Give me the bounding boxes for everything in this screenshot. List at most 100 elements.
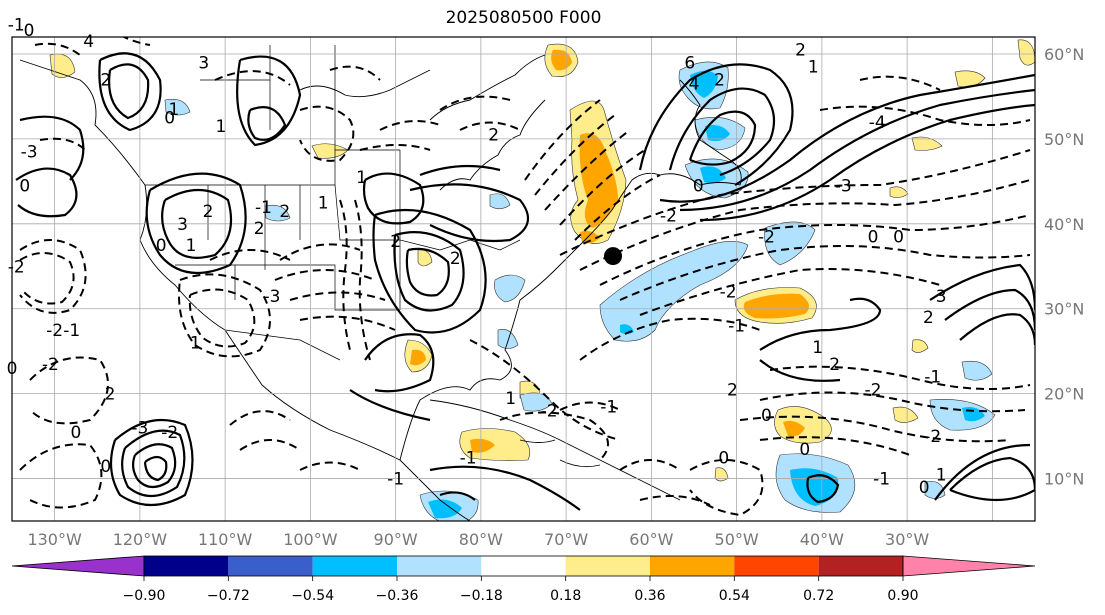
colorbar-tick-label: −0.36 <box>376 588 419 604</box>
colorbar-tick-label: 0.72 <box>803 588 834 604</box>
contour-line-solid <box>419 164 501 177</box>
contour-line-dashed <box>274 269 376 281</box>
contour-line-dashed <box>354 199 371 361</box>
contour-line-dashed <box>639 495 711 506</box>
contour-line-solid <box>638 63 794 186</box>
contour-label: -3 <box>835 177 852 197</box>
colorbar-tick-label: −0.72 <box>207 588 250 604</box>
latitude-labels: 60°N 50°N 40°N 30°N 20°N 10°N <box>1044 45 1084 489</box>
contour-label: 1 <box>186 236 197 256</box>
contour-line-dashed <box>439 95 511 111</box>
lon-label: 80°W <box>459 530 503 549</box>
lat-label: 50°N <box>1044 130 1084 149</box>
contour-line-dashed <box>299 461 361 471</box>
colorbar-tick-label: 0.18 <box>550 588 581 604</box>
contour-line-dashed <box>619 245 1031 301</box>
contour-line-dashed <box>544 129 631 211</box>
contour-label: -2 <box>924 427 941 447</box>
contour-line-solid <box>109 418 194 506</box>
contour-line-dashed <box>299 315 396 331</box>
contour-label: -2 <box>865 380 882 400</box>
contour-label: -1 <box>387 470 404 490</box>
contour-label: 1 <box>356 168 367 188</box>
contour-line-dashed <box>379 120 441 131</box>
lat-label: 60°N <box>1044 45 1084 64</box>
contour-line-solid <box>236 55 302 147</box>
contour-label: -2 <box>42 355 59 375</box>
colorbar-segment <box>397 556 482 576</box>
contour-line-dashed <box>579 179 1031 271</box>
contour-layer <box>15 37 1035 517</box>
contour-label: 4 <box>689 75 700 95</box>
contour-line-solid <box>439 491 476 501</box>
contour-label: 2 <box>795 41 806 61</box>
contour-line-solid <box>405 247 450 297</box>
contour-line-solid <box>934 443 1031 501</box>
contour-line-dashed <box>19 443 103 509</box>
contour-line-solid <box>161 189 233 259</box>
contour-label: 0 <box>156 236 167 256</box>
contour-label: 0 <box>893 228 904 248</box>
contour-label: -2 <box>660 206 677 226</box>
colorbar-segment <box>818 556 903 576</box>
contour-line-dashed <box>209 249 291 261</box>
contour-line-dashed <box>214 70 291 86</box>
lon-label: 60°W <box>629 530 673 549</box>
shading-layer <box>49 39 1035 521</box>
contour-label: -2 <box>541 402 558 422</box>
contour-label: 0 <box>868 228 879 248</box>
contour-line-solid <box>429 465 581 511</box>
lon-label: 50°W <box>715 530 759 549</box>
contour-line-dashed <box>819 105 1031 126</box>
location-marker <box>604 247 623 266</box>
contour-label: -1 <box>873 470 890 490</box>
contour-line-dashed <box>279 243 361 261</box>
lat-label: 10°N <box>1044 470 1084 489</box>
colorbar-max-arrow <box>902 555 1036 577</box>
contour-label: 2 <box>727 380 738 400</box>
contour-line-solid <box>759 359 841 382</box>
contour-line-solid <box>699 103 1035 222</box>
contour-label: 1 <box>808 58 819 78</box>
contour-line-dashed <box>339 199 351 351</box>
contour-label: 0 <box>71 423 82 443</box>
colorbar-segment <box>228 556 313 576</box>
contour-line-solid <box>145 172 247 275</box>
contour-line-dashed <box>329 65 381 81</box>
colorbar-tick-label: 0.36 <box>634 588 665 604</box>
colorbar-tick-label: 0.90 <box>887 588 918 604</box>
lon-label: 130°W <box>27 530 82 549</box>
contour-label: 1 <box>505 389 516 409</box>
contour-line-solid <box>929 263 1035 311</box>
contour-line-dashed <box>499 411 609 461</box>
position-dot <box>604 247 623 266</box>
contour-label: 1 <box>812 338 823 358</box>
contour-label: 0 <box>761 406 772 426</box>
contour-label: 3 <box>936 287 947 307</box>
contour-line-dashed <box>759 391 1026 413</box>
lon-label: 110°W <box>198 530 253 549</box>
contour-line-dashed <box>574 174 661 241</box>
contour-line-dashed <box>178 273 271 358</box>
borders <box>145 45 521 361</box>
contour-line-dashed <box>19 252 75 305</box>
lat-label: 30°N <box>1044 300 1084 319</box>
contour-line-solid <box>364 333 435 393</box>
contour-label: -1 <box>8 15 25 35</box>
contour-line-solid <box>679 88 1035 212</box>
contour-line-dashed <box>559 401 621 411</box>
contour-line-dashed <box>534 114 616 196</box>
contour-label: -3 <box>131 419 148 439</box>
contour-label: 2 <box>450 249 461 269</box>
contour-line-solid <box>959 313 1035 346</box>
contour-line-dashed <box>559 149 646 226</box>
contour-line-solid <box>131 443 177 489</box>
map-frame <box>11 36 1036 522</box>
contour-label: 2 <box>254 219 265 239</box>
lat-label: 20°N <box>1044 385 1084 404</box>
contour-line-dashed <box>579 317 761 361</box>
contour-line-solid <box>688 110 757 166</box>
contour-line-dashed <box>39 137 86 151</box>
contour-label: 3 <box>177 215 188 235</box>
